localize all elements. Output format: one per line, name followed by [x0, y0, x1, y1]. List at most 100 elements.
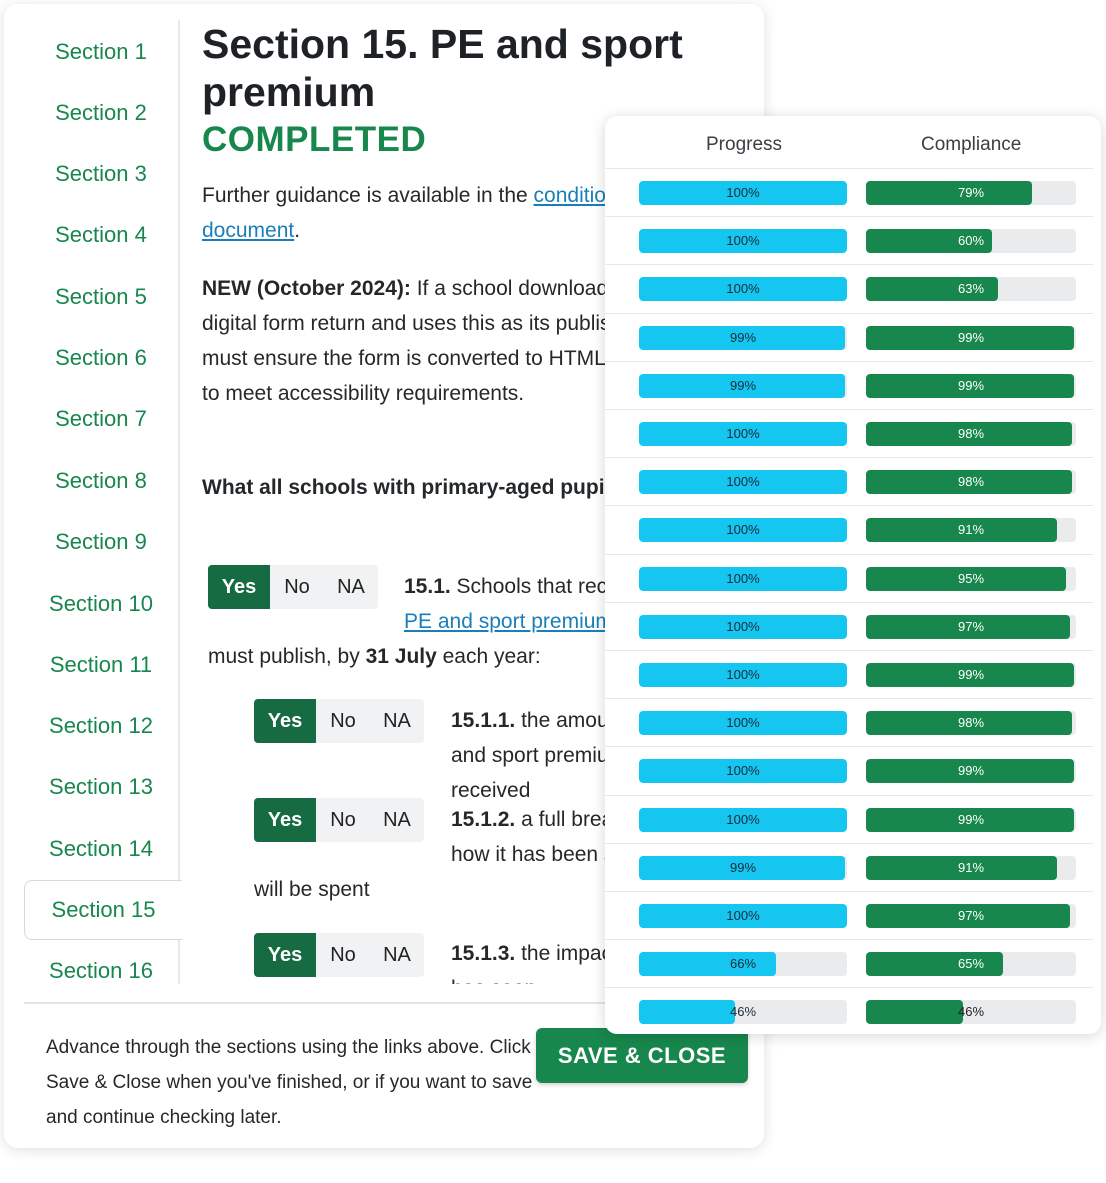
sidebar-item-section-7[interactable]: Section 7	[55, 406, 147, 431]
progress-bar: 100%	[639, 663, 847, 687]
sidebar-item-section-14[interactable]: Section 14	[49, 836, 153, 861]
panel-row: 99% 91%	[605, 842, 1093, 891]
compliance-bar: 98%	[866, 711, 1076, 736]
panel-row: 100% 98%	[605, 698, 1093, 746]
no-option[interactable]: No	[330, 808, 356, 831]
progress-value: 100%	[726, 281, 760, 297]
progress-value: 100%	[726, 474, 760, 490]
sidebar-item-section-2[interactable]: Section 2	[55, 100, 147, 125]
progress-bar: 99%	[639, 855, 847, 880]
compliance-value: 98%	[957, 715, 985, 731]
progress-fill	[639, 181, 847, 205]
yes-option[interactable]: Yes	[254, 798, 316, 842]
save-close-button[interactable]: SAVE & CLOSE	[536, 1028, 748, 1083]
panel-row: 66% 65%	[605, 939, 1093, 987]
progress-fill	[639, 614, 847, 639]
compliance-fill	[866, 759, 1074, 784]
sidebar-item-section-12[interactable]: Section 12	[49, 713, 153, 738]
panel-row: 100% 99%	[605, 650, 1093, 698]
answer-toggle-15-1-3: Yes No NA	[254, 933, 424, 977]
progress-fill	[639, 663, 847, 687]
progress-value: 100%	[726, 667, 760, 682]
compliance-value: 97%	[957, 908, 985, 923]
progress-value: 46%	[729, 1004, 757, 1020]
question-15-1-2-continued: will be spent	[254, 878, 370, 901]
compliance-fill	[866, 663, 1074, 687]
question-number: 15.1.3.	[451, 942, 516, 965]
na-option[interactable]: NA	[383, 943, 411, 966]
compliance-bar: 98%	[866, 470, 1076, 495]
compliance-bar: 91%	[866, 855, 1076, 880]
compliance-fill	[866, 711, 1072, 736]
progress-fill	[639, 566, 847, 591]
no-option[interactable]: No	[330, 943, 356, 966]
sidebar-item-section-16[interactable]: Section 16	[49, 958, 153, 983]
panel-row: 99% 99%	[605, 312, 1093, 361]
compliance-fill	[866, 952, 1003, 977]
section-sidebar: Section 1 Section 2 Section 3 Section 4 Sect…	[4, 4, 182, 984]
progress-fill	[639, 518, 847, 543]
panel-row: 100% 99%	[605, 794, 1093, 843]
sidebar-item-section-8[interactable]: Section 8	[55, 468, 147, 493]
sidebar-divider	[178, 20, 180, 984]
progress-bar: 99%	[639, 325, 847, 350]
sidebar-item-section-9[interactable]: Section 9	[55, 529, 147, 554]
progress-compliance-panel: Progress Compliance 100% 79% 100% 60% 100% 63…	[605, 116, 1101, 1034]
progress-bar: 100%	[639, 229, 847, 254]
compliance-value: 99%	[957, 329, 985, 345]
progress-value: 100%	[726, 618, 760, 634]
sidebar-item-section-15[interactable]: Section 15	[24, 880, 182, 940]
compliance-bar: 97%	[866, 614, 1076, 639]
progress-bar: 100%	[639, 904, 847, 928]
no-option[interactable]: No	[330, 709, 356, 732]
na-option[interactable]: NA	[383, 808, 411, 831]
compliance-bar: 97%	[866, 904, 1076, 928]
compliance-fill	[866, 470, 1072, 495]
progress-bar: 100%	[639, 759, 847, 784]
na-option[interactable]: NA	[337, 575, 365, 598]
compliance-fill	[866, 373, 1074, 398]
sidebar-item-section-13[interactable]: Section 13	[49, 774, 153, 799]
compliance-bar: 95%	[866, 566, 1076, 591]
compliance-fill	[866, 422, 1072, 446]
progress-value: 100%	[726, 426, 760, 441]
panel-row: 100% 97%	[605, 891, 1093, 939]
progress-bar: 100%	[639, 518, 847, 543]
status-badge: COMPLETED	[202, 120, 427, 159]
progress-fill	[639, 855, 845, 880]
question-number: 15.1.2.	[451, 808, 516, 831]
yes-option[interactable]: Yes	[254, 933, 316, 977]
sidebar-item-section-6[interactable]: Section 6	[55, 345, 147, 370]
compliance-value: 79%	[957, 185, 985, 200]
yes-option[interactable]: Yes	[254, 699, 316, 743]
progress-fill	[639, 807, 847, 832]
compliance-fill	[866, 904, 1070, 928]
na-option[interactable]: NA	[383, 709, 411, 732]
deadline-date: 31 July	[365, 645, 437, 668]
compliance-value: 46%	[957, 1004, 985, 1020]
panel-row: 100% 98%	[605, 457, 1093, 505]
compliance-value: 60%	[957, 233, 985, 249]
no-option[interactable]: No	[284, 575, 310, 598]
panel-row: 100% 63%	[605, 264, 1093, 312]
compliance-fill	[866, 614, 1070, 639]
progress-bar: 100%	[639, 181, 847, 205]
sidebar-item-section-11[interactable]: Section 11	[49, 652, 153, 677]
sidebar-item-section-10[interactable]: Section 10	[49, 591, 153, 616]
panel-row: 100% 79%	[605, 168, 1093, 216]
page-title: Section 15. PE and sport premium	[202, 21, 683, 115]
compliance-bar: 99%	[866, 759, 1076, 784]
sidebar-item-section-5[interactable]: Section 5	[55, 284, 147, 309]
panel-row: 100% 97%	[605, 601, 1093, 650]
compliance-bar: 65%	[866, 952, 1076, 977]
yes-option[interactable]: Yes	[208, 565, 270, 609]
progress-value: 100%	[726, 522, 760, 538]
sidebar-item-section-1[interactable]: Section 1	[55, 39, 147, 64]
sidebar-item-section-4[interactable]: Section 4	[55, 222, 147, 247]
progress-value: 66%	[729, 956, 757, 972]
new-notice-label: NEW (October 2024):	[202, 277, 411, 300]
sidebar-item-section-3[interactable]: Section 3	[55, 161, 147, 186]
answer-toggle-15-1-1: Yes No NA	[254, 699, 424, 743]
compliance-bar: 63%	[866, 277, 1076, 302]
panel-row: 100% 95%	[605, 553, 1093, 602]
